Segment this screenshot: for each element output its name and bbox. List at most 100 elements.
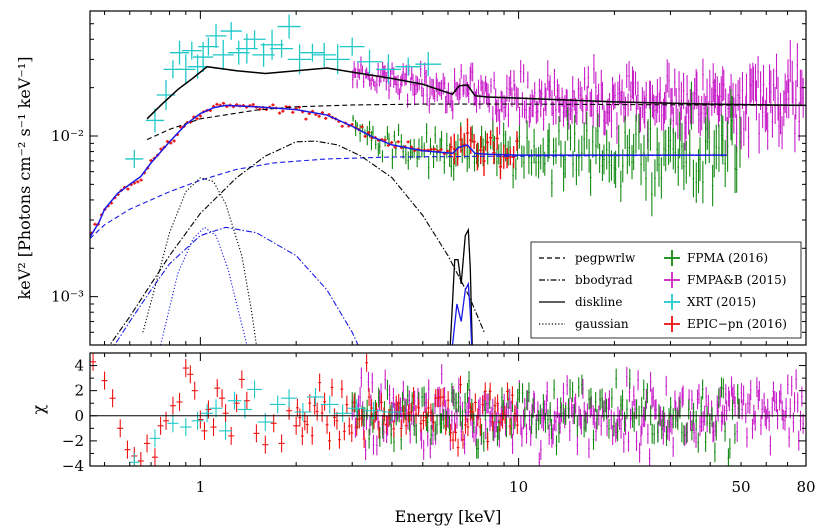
fmpab-point bbox=[394, 76, 396, 85]
epic-residual bbox=[253, 424, 260, 443]
fmpab-point bbox=[577, 78, 580, 100]
fmpab-residual bbox=[359, 387, 361, 408]
fmpab-residual bbox=[707, 394, 710, 415]
fmpab-point bbox=[678, 71, 680, 108]
fmpab-residual bbox=[744, 403, 747, 424]
epic-point bbox=[462, 132, 466, 156]
xrt-point bbox=[357, 49, 382, 74]
epic-residual bbox=[360, 408, 364, 427]
fmpab-point bbox=[796, 43, 799, 88]
fpma-residual bbox=[608, 418, 610, 439]
fpma-point bbox=[560, 140, 562, 168]
xrt-residual bbox=[306, 387, 325, 406]
fpma-point bbox=[528, 140, 530, 175]
fmpab-residual bbox=[691, 389, 693, 410]
fpma-residual bbox=[573, 404, 576, 425]
fmpab-point bbox=[757, 56, 759, 88]
model-total-2016 bbox=[90, 104, 727, 238]
fmpab-point bbox=[429, 76, 431, 99]
fpma-point bbox=[656, 127, 658, 172]
xrt-point bbox=[176, 54, 196, 85]
xrt-residual bbox=[333, 404, 352, 423]
fpma-point bbox=[638, 113, 640, 150]
fpma-residual bbox=[577, 377, 580, 398]
fmpab-residual bbox=[427, 379, 430, 400]
fmpab-point bbox=[596, 94, 599, 127]
diskline-2016-curve bbox=[451, 281, 473, 345]
fpma-residual bbox=[697, 432, 700, 453]
fmpab-point bbox=[654, 95, 656, 126]
fmpab-point bbox=[579, 81, 582, 110]
epic-point bbox=[93, 222, 97, 226]
fmpab-residual bbox=[540, 439, 542, 460]
fmpab-residual bbox=[696, 389, 699, 410]
fmpab-point bbox=[353, 61, 355, 78]
legend-label: pegpwrlw bbox=[575, 251, 636, 265]
epic-residual bbox=[315, 402, 319, 421]
fmpab-residual bbox=[768, 410, 770, 431]
fmpab-point bbox=[592, 101, 594, 129]
epic-point bbox=[482, 146, 486, 176]
epic-point bbox=[258, 107, 262, 111]
fpma-residual bbox=[581, 374, 583, 395]
fpma-point bbox=[660, 157, 663, 199]
fmpab-point bbox=[558, 84, 560, 113]
fpma-residual bbox=[715, 420, 718, 441]
y-tick-label: 0 bbox=[74, 407, 84, 425]
fmpab-residual bbox=[471, 417, 474, 438]
epic-point bbox=[221, 101, 226, 105]
epic-point bbox=[136, 180, 140, 184]
fmpab-point bbox=[587, 66, 590, 89]
fpma-point bbox=[548, 123, 550, 159]
fmpab-point bbox=[659, 77, 661, 105]
fpma-residual bbox=[717, 388, 720, 409]
y-tick-label: 10⁻³ bbox=[51, 288, 84, 306]
fpma-point bbox=[533, 128, 535, 164]
fpma-point bbox=[581, 135, 583, 171]
epic-residual bbox=[338, 430, 341, 449]
xrt-residual bbox=[294, 403, 312, 422]
fmpab-residual bbox=[521, 426, 523, 447]
fpma-point bbox=[409, 139, 412, 160]
fmpab-residual bbox=[785, 398, 787, 419]
fmpab-point bbox=[391, 62, 393, 75]
xrt-point bbox=[375, 54, 402, 85]
epic-residual bbox=[397, 393, 401, 412]
fmpab-point bbox=[362, 75, 365, 88]
epic-residual bbox=[441, 387, 445, 406]
fmpab-point bbox=[439, 81, 441, 97]
epic-residual bbox=[325, 415, 329, 434]
xrt-point bbox=[287, 44, 312, 75]
fmpab-residual bbox=[734, 396, 736, 417]
fmpab-point bbox=[471, 62, 474, 82]
epic-residual bbox=[355, 417, 359, 436]
fmpab-residual bbox=[548, 424, 550, 445]
fpma-point bbox=[739, 116, 741, 168]
xrt-point bbox=[227, 40, 250, 65]
epic-residual bbox=[498, 413, 502, 432]
fmpab-residual bbox=[371, 372, 374, 393]
epic-point bbox=[366, 131, 371, 135]
fmpab-residual bbox=[717, 401, 719, 422]
legend-label: gaussian bbox=[575, 317, 629, 331]
fmpab-point bbox=[702, 58, 704, 91]
fpma-point bbox=[720, 114, 723, 157]
fpma-residual bbox=[596, 409, 598, 430]
fpma-point bbox=[726, 120, 729, 172]
residual-data-layer bbox=[90, 353, 804, 466]
fmpab-point bbox=[412, 74, 414, 96]
fmpab-residual bbox=[541, 408, 543, 429]
xrt-point bbox=[220, 22, 242, 41]
fpma-point bbox=[715, 124, 718, 170]
fmpab-point bbox=[503, 95, 505, 121]
fpma-residual bbox=[390, 424, 392, 445]
fmpab-point bbox=[625, 63, 628, 88]
fmpab-residual bbox=[357, 395, 360, 416]
fmpab-point bbox=[533, 82, 536, 104]
fmpab-point bbox=[671, 87, 673, 115]
fmpab-point bbox=[377, 62, 379, 78]
fmpab-residual bbox=[724, 384, 727, 405]
epic-point bbox=[465, 118, 470, 148]
fmpab-residual bbox=[771, 397, 774, 418]
fpma-residual bbox=[669, 396, 672, 417]
